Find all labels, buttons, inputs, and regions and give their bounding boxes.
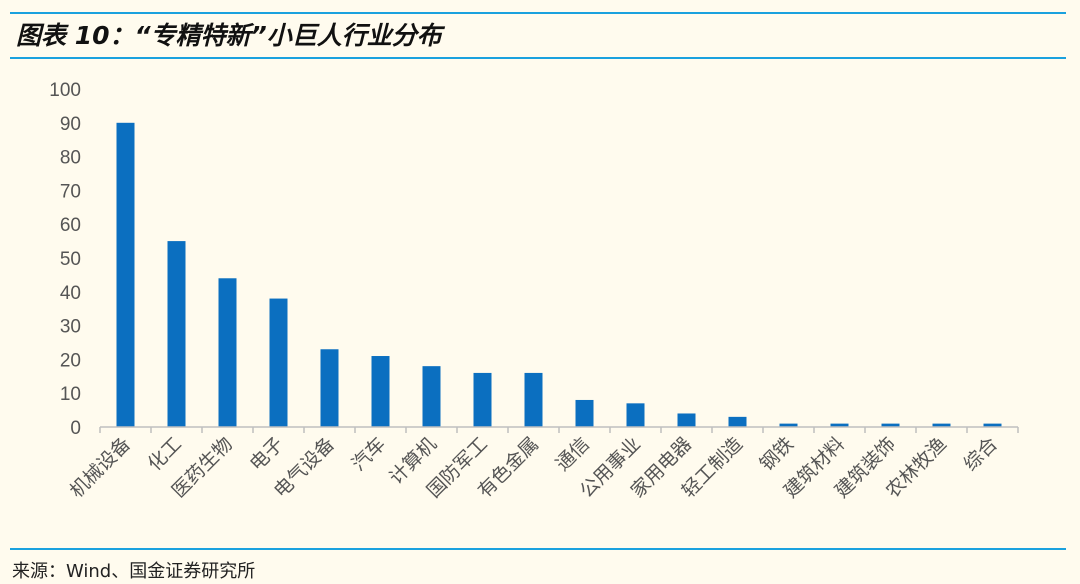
x-tick-label: 钢铁 <box>756 433 798 475</box>
bar <box>422 366 441 427</box>
bar <box>779 423 798 427</box>
bar <box>116 122 135 428</box>
x-axis-tick-marks <box>99 427 1019 433</box>
bar <box>830 423 849 427</box>
bar <box>524 372 543 427</box>
bar-chart: 0 10 20 30 40 50 60 70 80 90 100 机械设备 化工医药生物 电子电气设备汽… <box>49 80 1019 502</box>
y-tick-label: 70 <box>60 181 81 202</box>
y-tick-label: 60 <box>60 215 81 236</box>
bar <box>677 413 696 427</box>
x-tick-label: 通信 <box>552 433 594 475</box>
x-tick-label: 电子 <box>246 433 288 475</box>
y-tick-label: 100 <box>49 80 81 101</box>
y-tick-label: 20 <box>60 350 81 371</box>
bar <box>575 399 594 427</box>
bar <box>473 372 492 427</box>
title-underline-rule <box>10 57 1066 59</box>
y-tick-label: 30 <box>60 317 81 338</box>
chart-title: 图表 10：“专精特新”小巨人行业分布 <box>16 21 442 50</box>
x-tick-label: 综合 <box>960 433 1002 475</box>
bar <box>932 423 951 427</box>
y-axis-tick-labels: 0 10 20 30 40 50 60 70 80 90 100 <box>49 80 81 439</box>
y-tick-label: 40 <box>60 283 81 304</box>
bar <box>881 423 900 427</box>
bar <box>728 416 747 427</box>
bar <box>983 423 1002 427</box>
footer-rule <box>10 548 1066 550</box>
y-tick-label: 10 <box>60 384 81 405</box>
bar <box>167 241 186 427</box>
bar <box>626 403 645 427</box>
bar <box>218 278 237 427</box>
x-tick-label: 机械设备 <box>66 433 135 502</box>
y-tick-label: 0 <box>70 418 81 439</box>
x-tick-label: 化工 <box>144 433 186 475</box>
bar <box>269 298 288 427</box>
top-rule <box>10 12 1066 14</box>
x-tick-label: 汽车 <box>348 433 390 475</box>
bar <box>320 349 339 427</box>
y-tick-label: 90 <box>60 114 81 135</box>
bar <box>371 356 390 427</box>
y-tick-label: 50 <box>60 249 81 270</box>
source-note: 来源：Wind、国金证券研究所 <box>12 561 256 582</box>
y-tick-label: 80 <box>60 148 81 169</box>
bar-series <box>116 122 1002 428</box>
